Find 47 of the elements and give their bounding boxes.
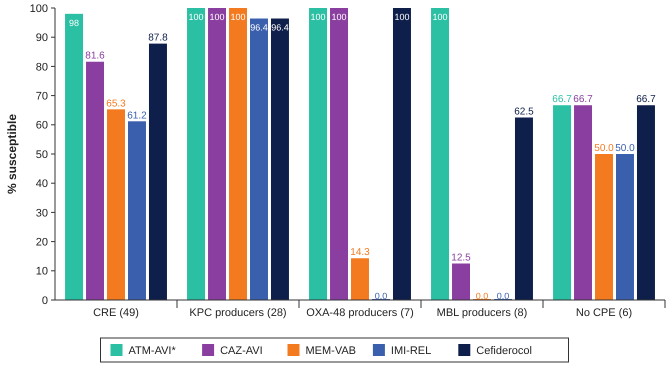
legend-label: Cefiderocol bbox=[476, 344, 532, 357]
data-label: 0.0 bbox=[476, 291, 488, 301]
y-tick-label: 70 bbox=[36, 90, 48, 102]
data-label: 0.0 bbox=[496, 291, 510, 301]
data-label: 0.0 bbox=[374, 291, 388, 301]
data-label: 98 bbox=[69, 18, 80, 28]
x-tick-label: KPC producers (28) bbox=[189, 307, 287, 319]
y-tick-label: 90 bbox=[36, 32, 48, 44]
x-tick-label: OXA-48 producers (7) bbox=[306, 307, 414, 319]
data-label: 100 bbox=[188, 12, 204, 22]
y-tick-label: 60 bbox=[36, 120, 48, 132]
data-label: 96.4 bbox=[271, 22, 289, 33]
y-tick-label: 20 bbox=[36, 236, 48, 248]
y-tick-label: 10 bbox=[36, 266, 48, 278]
y-tick-label: 40 bbox=[36, 178, 48, 190]
data-label: 62.5 bbox=[514, 106, 534, 118]
data-label: 65.3 bbox=[106, 98, 126, 110]
x-tick-label: CRE (49) bbox=[93, 307, 139, 319]
y-tick-label: 100 bbox=[30, 2, 48, 15]
legend-label: MEM-VAB bbox=[306, 344, 356, 357]
legend-label: CAZ-AVI bbox=[220, 344, 263, 357]
data-label: 100 bbox=[332, 12, 347, 22]
data-label: 100 bbox=[230, 12, 246, 22]
data-label: 81.6 bbox=[85, 50, 106, 62]
data-label: 100 bbox=[210, 12, 225, 22]
x-tick-label: No CPE (6) bbox=[576, 307, 632, 319]
y-tick-label: 80 bbox=[36, 61, 48, 74]
y-tick-label: 30 bbox=[36, 207, 48, 220]
data-label: 66.7 bbox=[552, 94, 572, 106]
data-label: 66.7 bbox=[636, 94, 656, 106]
y-axis-title: % susceptible bbox=[5, 114, 19, 194]
data-label: 100 bbox=[432, 12, 448, 22]
y-tick-label: 0 bbox=[42, 294, 48, 307]
data-label: 50.0 bbox=[594, 143, 614, 154]
y-tick-label: 50 bbox=[36, 148, 48, 161]
data-label: 66.7 bbox=[573, 94, 594, 106]
data-label: 61.2 bbox=[127, 110, 148, 122]
data-label: 100 bbox=[310, 12, 326, 22]
data-label: 12.5 bbox=[451, 252, 472, 264]
data-label: 50.0 bbox=[615, 143, 636, 154]
x-tick-label: MBL producers (8) bbox=[436, 307, 528, 319]
data-label: 14.3 bbox=[350, 247, 370, 258]
legend-label: ATM-AVI* bbox=[128, 344, 176, 357]
data-label: 100 bbox=[394, 12, 410, 22]
data-label: 87.8 bbox=[148, 32, 168, 44]
legend-label: IMI-REL bbox=[390, 344, 432, 357]
data-label: 96.4 bbox=[250, 22, 268, 33]
